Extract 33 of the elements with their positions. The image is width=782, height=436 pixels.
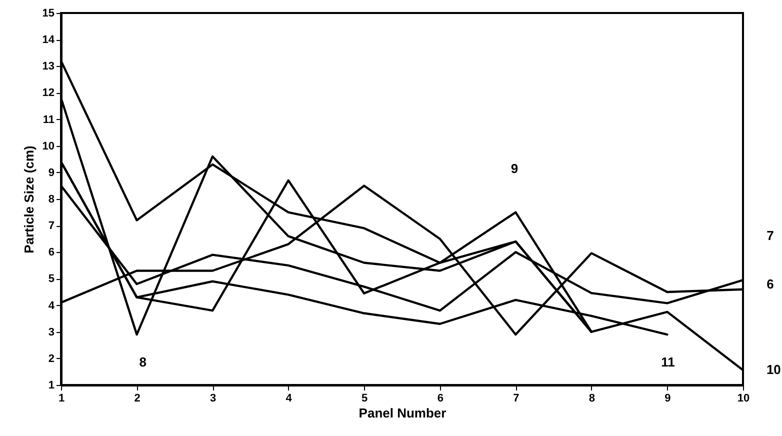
x-tick-label: 10 [737, 392, 750, 404]
y-tick-label: 6 [48, 246, 54, 259]
annotation: 11 [661, 354, 675, 370]
y-tick-label: 15 [42, 8, 54, 20]
y-tick-label: 4 [48, 300, 56, 312]
text: 6 [766, 276, 774, 292]
y-tick-label: 5 [48, 273, 54, 286]
y-tick-label: 2 [48, 352, 54, 365]
y-tick-label: 3 [48, 326, 54, 338]
x-axis-title: Panel Number [358, 406, 446, 420]
x-tick-label: 8 [588, 392, 596, 404]
y-tick-label: 14 [42, 34, 56, 46]
y-tick-label: 8 [48, 194, 54, 206]
x-tick-label: 6 [437, 392, 444, 404]
x-tick-label: 2 [134, 392, 140, 404]
x-tick-label: 9 [664, 392, 671, 404]
x-tick-label: 1 [58, 392, 65, 404]
y-tick-label: 10 [42, 140, 54, 152]
x-tick-label: 7 [513, 392, 520, 404]
y-tick-label: 9 [48, 166, 54, 179]
y-tick-label: 11 [42, 114, 54, 126]
x-tick-label: 5 [362, 392, 368, 404]
x-tick-label: 4 [286, 392, 293, 404]
annotation: 9 [510, 161, 518, 176]
x-tick-label: 3 [210, 392, 216, 404]
y-axis-title: Particle Size (cm) [21, 146, 36, 254]
y-tick-label: 13 [42, 60, 54, 73]
text: 10 [766, 362, 781, 378]
text: 7 [766, 228, 774, 244]
y-tick-label: 12 [42, 87, 54, 100]
y-tick-label: 1 [48, 380, 54, 392]
y-tick-label: 7 [48, 220, 54, 232]
annotation: 8 [139, 354, 146, 370]
